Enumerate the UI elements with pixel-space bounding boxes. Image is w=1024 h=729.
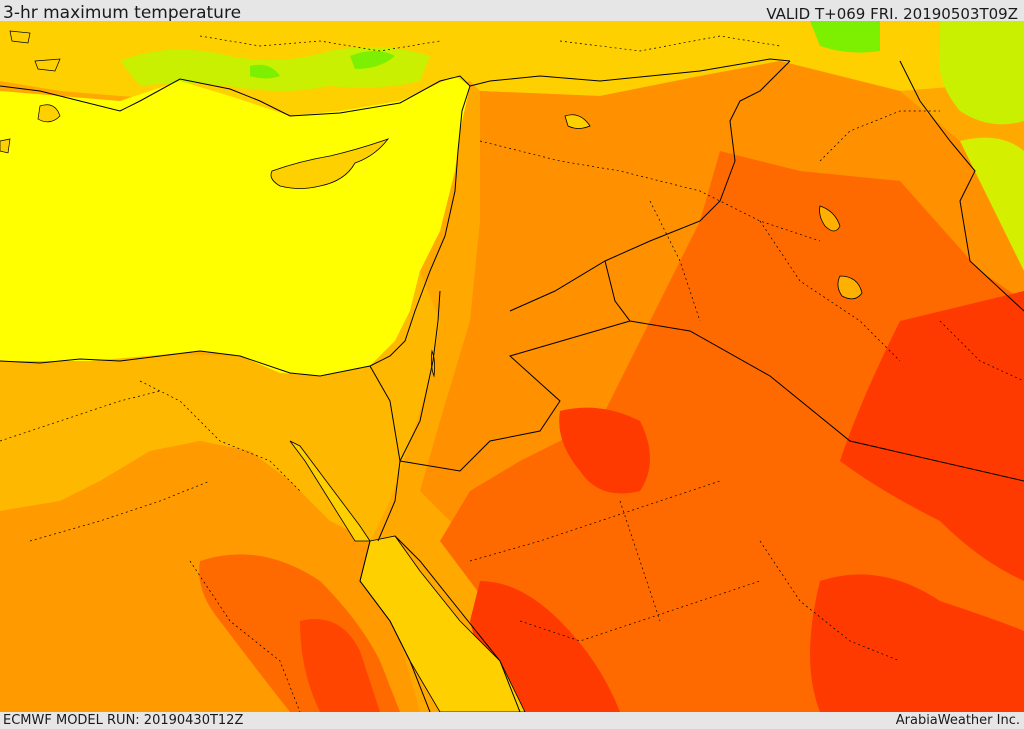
lake-assad (564, 114, 591, 129)
province-boundaries (0, 35, 1024, 712)
lake-habbaniyah (837, 275, 863, 300)
southeast-hottest-zone (810, 574, 1024, 712)
egypt-warm-zone (0, 271, 440, 541)
aegean-islands (0, 30, 61, 154)
northern-land-warm (0, 21, 1024, 116)
temperature-map (0, 21, 1024, 712)
iraq-hottest-zone (840, 291, 1024, 581)
header-bar: 3-hr maximum temperature VALID T+069 FRI… (0, 0, 1024, 23)
arabian-hot-zone (440, 151, 1024, 712)
green-patch-4 (810, 21, 880, 53)
model-run-label: ECMWF MODEL RUN: 20190430T12Z (3, 713, 244, 728)
valid-time-label: VALID T+069 FRI. 20190503T09Z (766, 5, 1018, 23)
country-borders (0, 58, 1024, 712)
mediterranean-sea (0, 76, 470, 376)
cyprus (270, 138, 390, 189)
lake-tharthar (819, 205, 841, 232)
green-patch-5 (939, 21, 1024, 125)
map-title: 3-hr maximum temperature (3, 3, 242, 23)
temperature-map-svg (0, 21, 1024, 712)
green-patch-2 (250, 64, 280, 79)
egypt-hot-spot (300, 619, 380, 712)
saudi-hottest-zone (559, 407, 650, 494)
credit-label: ArabiaWeather Inc. (895, 713, 1020, 728)
green-patch-3 (350, 51, 395, 69)
footer-bar: ECMWF MODEL RUN: 20190430T12Z ArabiaWeat… (0, 712, 1024, 729)
